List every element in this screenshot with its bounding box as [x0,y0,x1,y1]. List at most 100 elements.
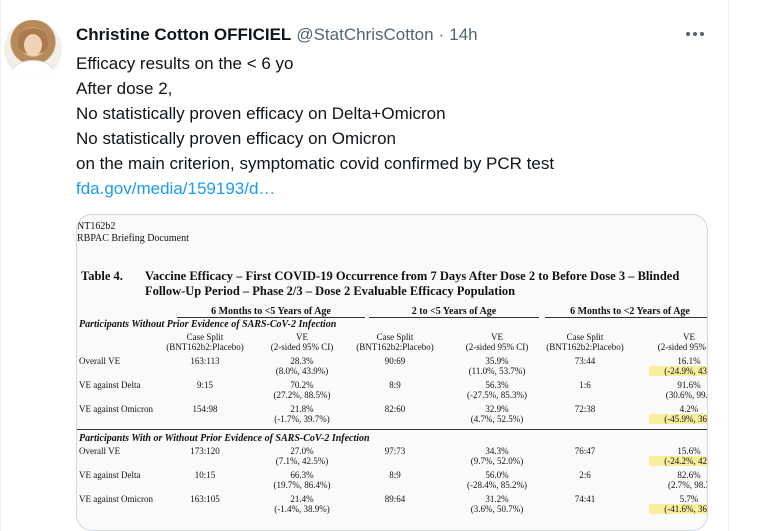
tweet-line: After dose 2, [76,79,173,98]
ci-cell: (-27.5%, 85.3%) [467,390,527,400]
case-split-cell: 89:64 [384,494,406,504]
ci-cell: (7.1%, 42.5%) [275,456,329,466]
ci-cell: (8.0%, 43.9%) [275,366,329,376]
ci-cell: (4.7%, 52.5%) [470,414,524,424]
table-title-line2: Follow-Up Period – Phase 2/3 – Dose 2 Ev… [145,284,516,298]
case-split-cell: 2:6 [579,470,591,480]
ve-cell: 21.8% [290,404,314,414]
table-label: Table 4. [81,269,123,283]
case-split-cell: 76:47 [574,446,596,456]
column-header-case-split-sub: (BNT162b2:Placebo) [546,342,624,352]
ve-cell: 28.3% [290,356,314,366]
ve-cell: 31.2% [485,494,509,504]
ci-cell: (-1.4%, 38.9%) [274,504,330,514]
more-options-button[interactable] [680,22,710,46]
case-split-cell: 9:15 [196,380,213,390]
ve-cell: 91.6% [677,380,701,390]
ci-cell: (-28.4%, 85.2%) [467,480,527,490]
case-split-cell: 73:44 [574,356,596,366]
ve-cell: 82.6% [677,470,701,480]
table-title-line1: Vaccine Efficacy – First COVID-19 Occurr… [145,269,680,283]
ve-cell: 4.2% [679,404,699,414]
more-horizontal-icon [686,32,690,36]
separator-dot: · [438,25,445,44]
group-header: 6 Months to <2 Years of Age [545,306,707,318]
ci-cell: (27.2%, 88.5%) [273,390,331,400]
ci-cell: (3.6%, 50.7%) [470,504,524,514]
column-header-ve-sub: (2-sided 95% CI) [465,342,529,352]
tweet-line: No statistically proven efficacy on Delt… [76,104,446,123]
doc-header-line: NT162b2 [77,221,116,232]
document-header: NT162b2 RBPAC Briefing Document [77,221,189,245]
tweet-media-image[interactable]: NT162b2 RBPAC Briefing Document Table 4.… [76,214,708,531]
doc-header-line: RBPAC Briefing Document [77,233,189,244]
column-header-case-split: Case Split [376,332,414,342]
case-split-cell: 8:9 [389,380,401,390]
group-header: 6 Months to <5 Years of Age [177,306,365,318]
row-label: VE against Omicron [79,494,153,504]
ci-cell: (-24.9%, 43.1 [649,366,707,376]
case-split-cell: 90:69 [384,356,406,366]
ve-cell: 56.0% [485,470,509,480]
ve-cell: 34.3% [485,446,509,456]
ve-cell: 15.6% [677,446,701,456]
table-rule [77,429,707,430]
ve-cell: 70.2% [290,380,314,390]
case-split-cell: 173:120 [190,446,220,456]
ve-cell: 32.9% [485,404,509,414]
case-split-cell: 74:41 [574,494,596,504]
column-header-ve-sub: (2-sided 95% CI) [270,342,334,352]
column-header-ve: VE [491,332,503,342]
case-split-cell: 10:15 [194,470,216,480]
ci-cell: (-24.2%, 42.5 [649,456,707,466]
ci-cell: (-45.9%, 36.2 [649,414,707,424]
ve-cell: 5.7% [679,494,699,504]
ve-cell: 66.3% [290,470,314,480]
tweet-link[interactable]: fda.gov/media/159193/d… [76,179,276,198]
timeline-left-border [0,0,1,531]
tweet-line: No statistically proven efficacy on Omic… [76,129,396,148]
section-label: Participants Without Prior Evidence of S… [79,319,337,330]
case-split-cell: 8:9 [389,470,401,480]
row-label: VE against Delta [79,380,141,390]
ve-cell: 27.0% [290,446,314,456]
tweet-timestamp[interactable]: 14h [449,25,478,44]
row-label: VE against Omicron [79,404,153,414]
case-split-cell: 163:105 [190,494,220,504]
tweet-text: Efficacy results on the < 6 yo After dos… [76,51,716,201]
column-header-case-split: Case Split [566,332,604,342]
document-screenshot: NT162b2 RBPAC Briefing Document Table 4.… [77,215,708,530]
table-title: Table 4. Vaccine Efficacy – First COVID-1… [81,269,679,299]
timeline-right-border [728,0,729,531]
ci-cell: (-1.7%, 39.7%) [274,414,330,424]
ve-cell: 16.1% [677,356,701,366]
column-header-case-split-sub: (BNT162b2:Placebo) [166,342,244,352]
row-label: VE against Delta [79,470,141,480]
ve-cell: 21.4% [290,494,314,504]
ve-cell: 56.3% [485,380,509,390]
ci-cell: (9.7%, 52.0%) [470,456,524,466]
group-header: 2 to <5 Years of Age [369,306,539,318]
case-split-cell: 82:60 [384,404,406,414]
ci-cell: (2.7%, 98.3 [668,480,708,490]
ci-cell: (11.0%, 53.7%) [468,366,526,376]
column-header-case-split: Case Split [186,332,224,342]
ve-cell: 35.9% [485,356,509,366]
avatar[interactable] [4,20,62,78]
tweet-line: Efficacy results on the < 6 yo [76,54,294,73]
author-handle[interactable]: @StatChrisCotton [296,25,434,44]
author-name[interactable]: Christine Cotton OFFICIEL [76,25,292,44]
case-split-cell: 72:38 [574,404,596,414]
ci-cell: (30.6%, 99.8 [665,390,708,400]
ci-cell: (19.7%, 86.4%) [273,480,331,490]
tweet-line: on the main criterion, symptomatic covid… [76,154,555,173]
row-label: Overall VE [79,446,121,456]
section-label: Participants With or Without Prior Evide… [79,433,370,444]
column-header-ve: VE [683,332,695,342]
column-header-ve-sub: (2-sided 95% CI) [657,342,707,352]
column-header-ve: VE [296,332,308,342]
case-split-cell: 163:113 [190,356,220,366]
column-header-case-split-sub: (BNT162b2:Placebo) [356,342,434,352]
case-split-cell: 154:98 [192,404,218,414]
case-split-cell: 1:6 [579,380,591,390]
